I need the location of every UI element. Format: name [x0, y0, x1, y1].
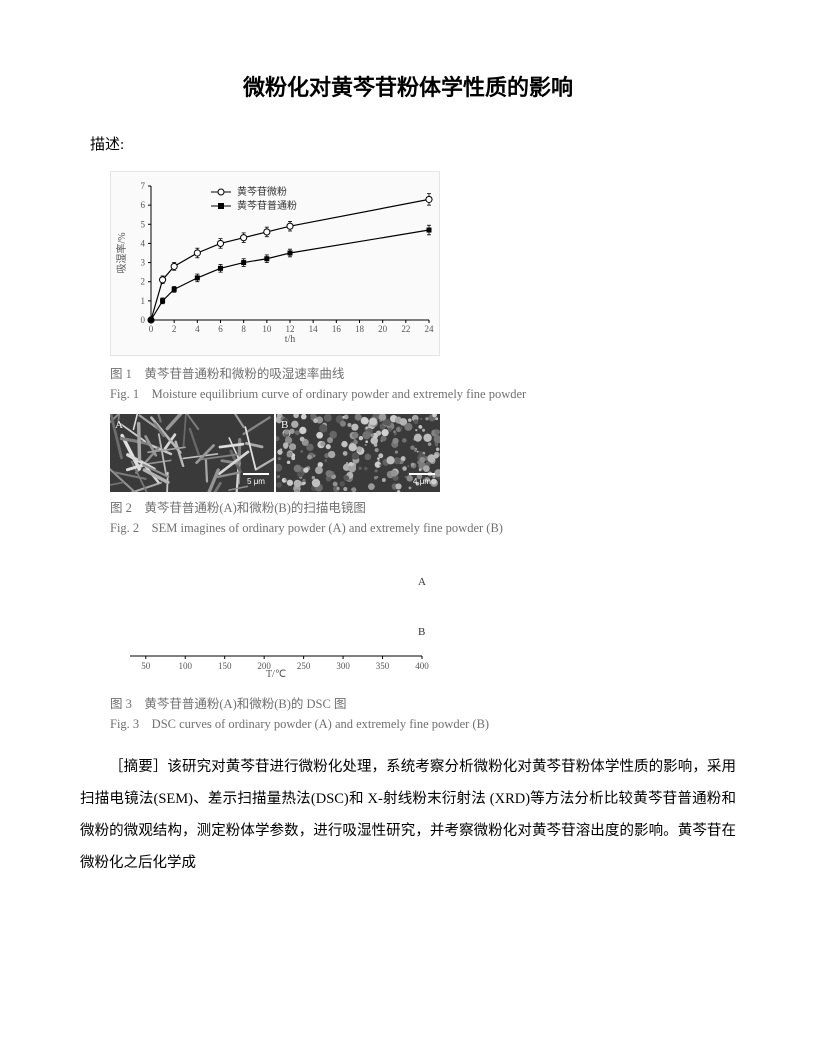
fig1-caption: 图 1 黄芩苷普通粉和微粉的吸湿速率曲线 Fig. 1 Moisture equ… [110, 364, 736, 404]
svg-text:4: 4 [141, 239, 146, 249]
svg-text:黄芩苷微粉: 黄芩苷微粉 [237, 185, 287, 198]
svg-text:8: 8 [241, 324, 246, 334]
sem-panel-a: A 5 μm [110, 414, 274, 492]
sem-a-scale: 5 μm [243, 473, 269, 489]
fig2-caption-cn: 图 2 黄芩苷普通粉(A)和微粉(B)的扫描电镜图 [110, 498, 736, 518]
svg-text:22: 22 [401, 324, 410, 334]
svg-text:3: 3 [141, 258, 146, 268]
svg-text:350: 350 [376, 661, 390, 671]
svg-text:黄芩苷普通粉: 黄芩苷普通粉 [237, 199, 297, 212]
svg-text:2: 2 [141, 277, 146, 287]
svg-text:B: B [418, 626, 425, 638]
svg-text:12: 12 [286, 324, 295, 334]
section-label: 描述: [90, 133, 736, 157]
sem-b-scale: 4 μm [409, 473, 435, 489]
abstract-paragraph: ［摘要］该研究对黄芩苷进行微粉化处理，系统考察分析微粉化对黄芩苷粉体学性质的影响… [80, 752, 736, 880]
svg-text:2: 2 [172, 324, 177, 334]
svg-text:14: 14 [309, 324, 319, 334]
fig1-caption-cn: 图 1 黄芩苷普通粉和微粉的吸湿速率曲线 [110, 364, 736, 384]
fig2-caption: 图 2 黄芩苷普通粉(A)和微粉(B)的扫描电镜图 Fig. 2 SEM ima… [110, 498, 736, 538]
svg-text:10: 10 [262, 324, 272, 334]
fig2-caption-en: Fig. 2 SEM imagines of ordinary powder (… [110, 518, 736, 538]
figure-2: A 5 μm B 4 μm [110, 414, 440, 492]
svg-text:5: 5 [141, 219, 146, 229]
fig1-caption-en: Fig. 1 Moisture equilibrium curve of ord… [110, 384, 736, 404]
abstract-label: ［摘要］ [109, 759, 167, 775]
sem-a-label: A [115, 417, 123, 435]
sem-panel-b: B 4 μm [276, 414, 440, 492]
svg-text:T/℃: T/℃ [266, 669, 286, 678]
svg-text:t/h: t/h [285, 334, 296, 344]
svg-text:50: 50 [141, 661, 151, 671]
svg-text:7: 7 [141, 181, 146, 191]
svg-text:250: 250 [297, 661, 311, 671]
svg-text:0: 0 [141, 315, 146, 325]
svg-text:16: 16 [332, 324, 342, 334]
fig3-caption-cn: 图 3 黄芩苷普通粉(A)和微粉(B)的 DSC 图 [110, 694, 736, 714]
figure-1: 02468101214161820222401234567t/h吸湿率/%黄芩苷… [110, 171, 736, 355]
svg-text:18: 18 [355, 324, 365, 334]
svg-text:300: 300 [336, 661, 350, 671]
svg-text:4: 4 [195, 324, 200, 334]
svg-text:150: 150 [218, 661, 232, 671]
svg-text:1: 1 [141, 296, 146, 306]
svg-text:400: 400 [415, 661, 429, 671]
page-title: 微粉化对黄芩苷粉体学性质的影响 [80, 70, 736, 105]
svg-text:24: 24 [425, 324, 435, 334]
fig3-chart: 50100150200250300350400T/℃AB [110, 548, 440, 678]
svg-text:20: 20 [378, 324, 388, 334]
fig3-caption: 图 3 黄芩苷普通粉(A)和微粉(B)的 DSC 图 Fig. 3 DSC cu… [110, 694, 736, 734]
sem-b-label: B [281, 417, 288, 435]
figure-3: 50100150200250300350400T/℃AB [110, 548, 736, 686]
svg-text:100: 100 [178, 661, 192, 671]
svg-text:吸湿率/%: 吸湿率/% [115, 233, 128, 274]
fig3-caption-en: Fig. 3 DSC curves of ordinary powder (A)… [110, 714, 736, 734]
svg-text:0: 0 [149, 324, 154, 334]
abstract-text: 该研究对黄芩苷进行微粉化处理，系统考察分析微粉化对黄芩苷粉体学性质的影响，采用扫… [80, 759, 736, 871]
svg-text:A: A [418, 576, 426, 588]
svg-text:6: 6 [141, 200, 146, 210]
svg-text:6: 6 [218, 324, 223, 334]
fig1-chart: 02468101214161820222401234567t/h吸湿率/%黄芩苷… [113, 176, 439, 344]
